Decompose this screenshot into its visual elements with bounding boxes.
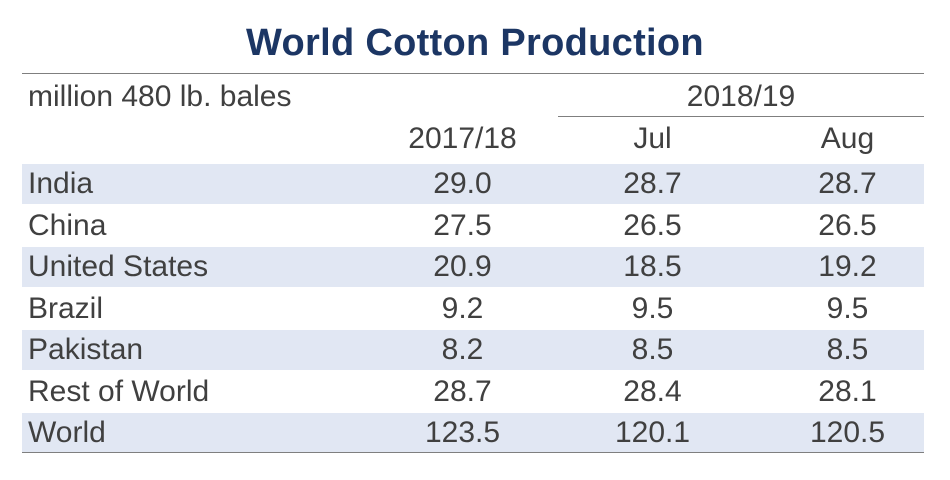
value-cell: 8.5	[826, 333, 869, 366]
row-label: Pakistan	[28, 333, 144, 366]
value-cell: 26.5	[623, 208, 682, 242]
value-cell: 28.7	[818, 167, 877, 200]
bottom-rule	[22, 452, 924, 453]
row-label: Brazil	[28, 291, 104, 325]
value-cell: 120.5	[809, 416, 886, 449]
column-header-aug: Aug	[820, 122, 875, 155]
table-row: Brazil 9.2 9.5 9.5	[22, 289, 924, 329]
column-header-jul: Jul	[633, 122, 672, 155]
row-label: World	[28, 416, 106, 449]
value-cell: 9.5	[631, 291, 674, 325]
top-rule	[22, 73, 924, 74]
table-row: World 123.5 120.1 120.5	[22, 413, 924, 453]
value-cell: 123.5	[424, 416, 501, 449]
row-label: India	[28, 167, 94, 200]
value-cell: 27.5	[433, 208, 492, 242]
value-cell: 28.7	[433, 374, 492, 408]
value-cell: 26.5	[818, 208, 877, 242]
column-header-2017-18: 2017/18	[408, 122, 517, 155]
value-cell: 120.1	[614, 416, 691, 449]
value-cell: 8.5	[631, 333, 674, 366]
table-row: Pakistan 8.2 8.5 8.5	[22, 330, 924, 370]
value-cell: 28.1	[818, 374, 877, 408]
value-cell: 9.2	[441, 291, 484, 325]
value-cell: 28.4	[623, 374, 682, 408]
table-row: India 29.0 28.7 28.7	[22, 164, 924, 204]
row-label: China	[28, 208, 107, 242]
row-label: Rest of World	[28, 374, 210, 408]
value-cell: 19.2	[818, 250, 877, 283]
row-label: United States	[28, 250, 209, 283]
table-row: China 27.5 26.5 26.5	[22, 206, 924, 246]
table-title: World Cotton Production	[246, 22, 704, 64]
value-cell: 29.0	[433, 167, 492, 200]
value-cell: 28.7	[623, 167, 682, 200]
group-header: 2018/19	[686, 80, 796, 113]
table-row: Rest of World 28.7 28.4 28.1	[22, 372, 924, 412]
value-cell: 18.5	[623, 250, 682, 283]
group-rule	[558, 116, 924, 117]
value-cell: 20.9	[433, 250, 492, 283]
unit-label: million 480 lb. bales	[28, 80, 292, 113]
value-cell: 9.5	[826, 291, 869, 325]
value-cell: 8.2	[441, 333, 484, 366]
table-row: United States 20.9 18.5 19.2	[22, 247, 924, 287]
